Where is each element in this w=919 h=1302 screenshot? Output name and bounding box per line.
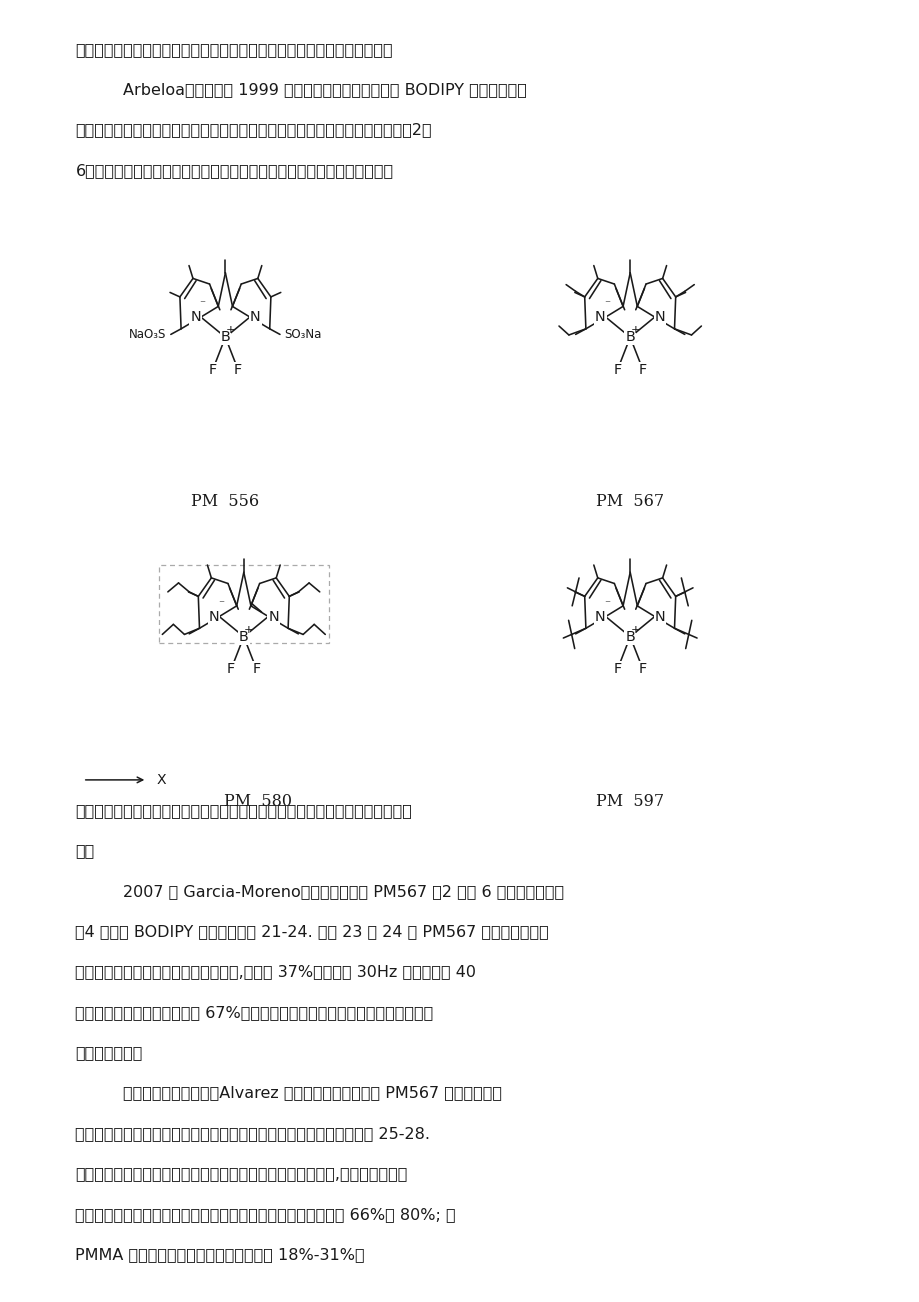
Text: B: B bbox=[625, 331, 634, 344]
Text: 的光物理性质与激光性能进行了研究。染料的激光发射效率与分子嚄和径环上的2、: 的光物理性质与激光性能进行了研究。染料的激光发射效率与分子嚄和径环上的2、 bbox=[75, 122, 432, 138]
Text: ⁻: ⁻ bbox=[218, 599, 223, 609]
Text: B: B bbox=[625, 630, 634, 643]
Text: F: F bbox=[209, 363, 217, 376]
Text: N: N bbox=[268, 609, 278, 624]
Text: 定性的最高値。: 定性的最高値。 bbox=[75, 1046, 142, 1060]
Text: N: N bbox=[209, 609, 219, 624]
Text: N: N bbox=[595, 310, 605, 324]
Text: F: F bbox=[233, 363, 242, 376]
Text: F: F bbox=[613, 363, 621, 376]
Text: N: N bbox=[190, 310, 200, 324]
Text: F: F bbox=[638, 363, 646, 376]
Text: +: + bbox=[630, 625, 640, 635]
Text: ⁻: ⁻ bbox=[604, 299, 609, 310]
Text: 2007 年 Garcia-Moreno龙研究组将染料 PM567 的2 位和 6 位进行修饰，得: 2007 年 Garcia-Moreno龙研究组将染料 PM567 的2 位和 … bbox=[123, 884, 563, 898]
Text: PM  567: PM 567 bbox=[596, 493, 664, 510]
Text: B: B bbox=[221, 331, 230, 344]
Text: 聚合物基质中具有更高的激光发射特性,效率达 37%。染料在 30Hz 的泵浦脉冲 40: 聚合物基质中具有更高的激光发射特性,效率达 37%。染料在 30Hz 的泵浦脉冲… bbox=[75, 965, 476, 979]
Text: N: N bbox=[654, 310, 664, 324]
Text: NaO₃S: NaO₃S bbox=[129, 328, 166, 341]
Text: 溶液中燃料的光物理性质不受苯基数目的影响，激光效率分别为 66%和 80%; 在: 溶液中燃料的光物理性质不受苯基数目的影响，激光效率分别为 66%和 80%; 在 bbox=[75, 1207, 456, 1221]
Text: 杂环结构中碘正离子稳定性增强，染料分子平面性减弱，荧光强度和激光效率降: 杂环结构中碘正离子稳定性增强，染料分子平面性减弱，荧光强度和激光效率降 bbox=[75, 803, 412, 818]
Text: PM  597: PM 597 bbox=[596, 793, 664, 810]
Text: 万次后，激光效率为初始値的 67%，这是目前聚合物基质中有机固态染料激光稳: 万次后，激光效率为初始値的 67%，这是目前聚合物基质中有机固态染料激光稳 bbox=[75, 1005, 433, 1019]
Text: N: N bbox=[250, 310, 260, 324]
Text: 经过不断的研究努力。Alvarez 等龙将对位碎苯取代的 PM567 通过偶联反应: 经过不断的研究努力。Alvarez 等龙将对位碎苯取代的 PM567 通过偶联反… bbox=[123, 1086, 502, 1100]
Text: +: + bbox=[244, 625, 254, 635]
Text: X: X bbox=[156, 773, 165, 786]
Text: 与对位乙酰氧基和甲基丙烯酰氧基苯基结合，得到了四种新型激光材料 25-28.: 与对位乙酰氧基和甲基丙烯酰氧基苯基结合，得到了四种新型激光材料 25-28. bbox=[75, 1126, 430, 1141]
Text: B: B bbox=[239, 630, 248, 643]
Text: F: F bbox=[227, 663, 235, 676]
Text: N: N bbox=[654, 609, 664, 624]
Bar bbox=[159, 565, 328, 643]
Text: PM  580: PM 580 bbox=[223, 793, 291, 810]
Text: +: + bbox=[630, 326, 640, 336]
Text: +: + bbox=[225, 326, 235, 336]
Text: N: N bbox=[595, 609, 605, 624]
Text: 6取代基有直接的关系，供电子取代基导致染料非辐射跃迁速率升高，母体: 6取代基有直接的关系，供电子取代基导致染料非辐射跃迁速率升高，母体 bbox=[75, 163, 393, 178]
Text: 到4 种新型 BODIPY 激光染料分子 21-24. 染料 23 和 24 与 PM567 相比，在溶液与: 到4 种新型 BODIPY 激光染料分子 21-24. 染料 23 和 24 与… bbox=[75, 924, 549, 939]
Text: 在溶液和共掺基质中对染料的光物理性质和激光性能进行研究,发现在乙酸乙酯: 在溶液和共掺基质中对染料的光物理性质和激光性能进行研究,发现在乙酸乙酯 bbox=[75, 1167, 407, 1181]
Text: 低。: 低。 bbox=[75, 844, 95, 858]
Text: ⁻: ⁻ bbox=[604, 599, 609, 609]
Text: F: F bbox=[252, 663, 260, 676]
Text: PM  556: PM 556 bbox=[191, 493, 259, 510]
Text: F: F bbox=[638, 663, 646, 676]
Text: 研究其在不同掺杂条件下的激光输出性质与稳定性的关系提供了新的思路。: 研究其在不同掺杂条件下的激光输出性质与稳定性的关系提供了新的思路。 bbox=[75, 42, 392, 57]
Text: ⁻: ⁻ bbox=[199, 299, 205, 310]
Text: Arbeloa龙研究组于 1999 年首次将下面四种商品化的 BODIPY 染料在溶液中: Arbeloa龙研究组于 1999 年首次将下面四种商品化的 BODIPY 染料… bbox=[123, 82, 527, 98]
Text: F: F bbox=[613, 663, 621, 676]
Text: SO₃Na: SO₃Na bbox=[285, 328, 322, 341]
Text: PMMA 聚合物基质中，染料的激光效率在 18%-31%。: PMMA 聚合物基质中，染料的激光效率在 18%-31%。 bbox=[75, 1247, 365, 1262]
